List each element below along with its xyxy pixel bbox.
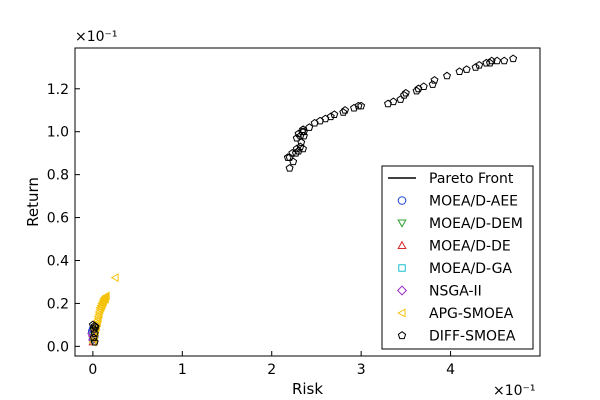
data-point: [285, 163, 294, 172]
legend-label: Pareto Front: [429, 171, 514, 187]
data-point: [493, 56, 502, 65]
y-tick-label: 1.0: [47, 125, 69, 141]
data-point: [341, 106, 350, 114]
data-point: [389, 97, 398, 106]
x-tick-label: 1: [178, 362, 187, 378]
y-tick-label: 0.0: [47, 339, 69, 355]
data-point: [91, 322, 100, 331]
data-point: [354, 101, 363, 110]
data-point: [400, 91, 409, 99]
data-point: [357, 101, 366, 110]
legend-label: APG-SMOEA: [429, 306, 514, 322]
data-point: [500, 56, 509, 65]
y-tick-label: 1.2: [47, 82, 69, 98]
legend-label: DIFF-SMOEA: [429, 329, 516, 345]
x-tick-label: 3: [357, 362, 366, 378]
data-point: [419, 82, 428, 91]
legend-item: MOEA/D-AEE: [397, 194, 518, 210]
axes-layer: 0 1 2 3 4 0.0 0.2 0.4 0.6 0.8 1.0 1.2: [47, 82, 455, 378]
legend-marker: [397, 219, 407, 228]
data-point: [401, 88, 410, 97]
data-point: [299, 144, 308, 153]
x-axis-label: Risk: [292, 380, 323, 398]
legend-item: MOEA/D-DE: [397, 239, 511, 255]
legend-marker: [398, 264, 406, 272]
data-point: [442, 71, 452, 80]
data-point: [326, 112, 335, 121]
data-point: [299, 131, 308, 140]
legend-marker: [397, 331, 407, 340]
data-point: [462, 65, 471, 73]
data-point: [339, 108, 348, 116]
data-point: [95, 305, 104, 315]
legend-item: Pareto Front: [388, 171, 514, 187]
plot-layer: [87, 54, 518, 347]
legend-label: NSGA-II: [429, 284, 482, 300]
x-tick-label: 2: [267, 362, 276, 378]
legend: Pareto Front MOEA/D-AEE MOEA/D-DEM MOEA/D-D…: [381, 165, 534, 350]
data-point: [509, 54, 518, 63]
data-point: [475, 60, 484, 69]
data-point: [97, 301, 106, 311]
data-point: [100, 294, 109, 304]
y-tick-label: 0.4: [47, 253, 69, 269]
legend-label: MOEA/D-DEM: [429, 216, 523, 232]
y-axis-label: Return: [24, 177, 42, 227]
legend-marker: [397, 240, 407, 250]
y-axis-multiplier: ×10⁻¹: [75, 29, 118, 45]
x-tick-label: 4: [446, 362, 455, 378]
data-point: [96, 303, 105, 313]
data-point: [98, 298, 107, 308]
data-point: [90, 321, 99, 330]
data-point: [430, 75, 439, 84]
data-point: [471, 63, 480, 71]
plot-frame: [74, 47, 541, 357]
data-point: [289, 157, 298, 166]
legend-box: [381, 165, 534, 350]
legend-label: MOEA/D-AEE: [429, 194, 518, 210]
data-point: [455, 67, 464, 76]
x-axis-multiplier: ×10⁻¹: [493, 383, 536, 399]
data-point: [110, 273, 119, 283]
x-tick-label: 0: [88, 362, 97, 378]
series-7: [88, 54, 518, 346]
y-tick-label: 0.8: [47, 168, 69, 184]
legend-item: APG-SMOEA: [397, 306, 514, 322]
legend-label: MOEA/D-GA: [429, 261, 512, 277]
data-point: [330, 110, 339, 118]
legend-marker: [397, 196, 407, 205]
y-tick-label: 0.2: [47, 296, 69, 312]
legend-marker: [396, 285, 408, 296]
legend-item: NSGA-II: [396, 284, 482, 300]
legend-label: MOEA/D-DE: [429, 239, 511, 255]
data-point: [93, 313, 102, 323]
data-point: [412, 86, 421, 95]
legend-item: MOEA/D-DEM: [397, 216, 523, 232]
data-point: [349, 103, 359, 112]
legend-item: MOEA/D-GA: [398, 261, 512, 277]
legend-marker: [397, 308, 406, 318]
y-tick-label: 0.6: [47, 211, 69, 227]
data-point: [485, 58, 494, 67]
legend-item: DIFF-SMOEA: [397, 329, 516, 345]
